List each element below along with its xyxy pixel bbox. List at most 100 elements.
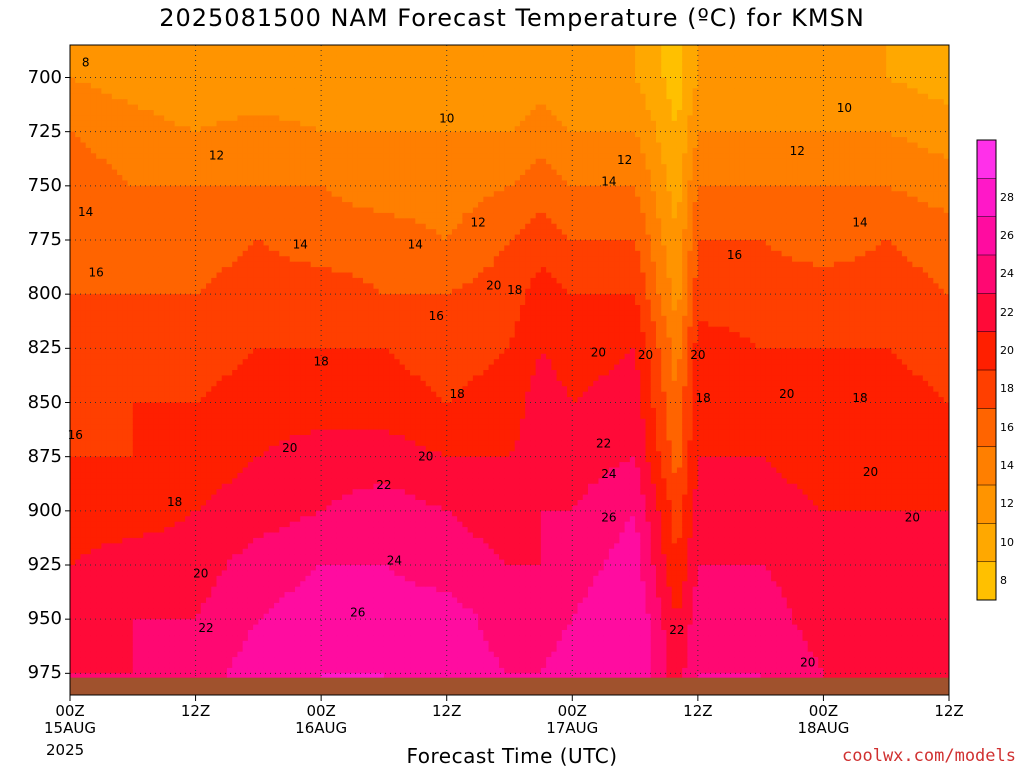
- heatmap-cell: [70, 446, 76, 452]
- heatmap-cell: [148, 110, 154, 116]
- heatmap-cell: [133, 310, 139, 316]
- heatmap-cell: [91, 332, 97, 338]
- heatmap-cell: [75, 321, 81, 327]
- heatmap-cell: [112, 419, 118, 425]
- heatmap-cell: [101, 646, 107, 652]
- heatmap-cell: [75, 197, 81, 203]
- heatmap-cell: [80, 197, 86, 203]
- heatmap-cell: [80, 321, 86, 327]
- heatmap-cell: [96, 516, 102, 522]
- heatmap-cell: [101, 148, 107, 154]
- heatmap-cell: [107, 538, 113, 544]
- heatmap-cell: [117, 462, 123, 468]
- heatmap-cell: [122, 300, 128, 306]
- heatmap-cell: [143, 126, 149, 132]
- heatmap-cell: [80, 300, 86, 306]
- heatmap-cell: [86, 186, 92, 192]
- heatmap-cell: [70, 175, 76, 181]
- heatmap-cell: [143, 256, 149, 262]
- heatmap-cell: [117, 457, 123, 463]
- heatmap-cell: [96, 170, 102, 176]
- heatmap-cell: [91, 468, 97, 474]
- heatmap-cell: [107, 208, 113, 214]
- heatmap-cell: [117, 67, 123, 73]
- heatmap-cell: [128, 430, 134, 436]
- heatmap-cell: [148, 45, 154, 51]
- heatmap-cell: [107, 56, 113, 62]
- heatmap-cell: [101, 343, 107, 349]
- heatmap-cell: [122, 543, 128, 549]
- heatmap-cell: [70, 94, 76, 100]
- heatmap-cell: [112, 440, 118, 446]
- heatmap-cell: [75, 175, 81, 181]
- heatmap-cell: [70, 598, 76, 604]
- heatmap-cell: [122, 202, 128, 208]
- heatmap-cell: [101, 256, 107, 262]
- heatmap-cell: [138, 554, 144, 560]
- heatmap-cell: [86, 587, 92, 593]
- heatmap-cell: [75, 495, 81, 501]
- heatmap-cell: [117, 278, 123, 284]
- heatmap-cell: [101, 419, 107, 425]
- heatmap-cell: [101, 132, 107, 138]
- heatmap-cell: [107, 581, 113, 587]
- heatmap-cell: [138, 608, 144, 614]
- heatmap-cell: [86, 359, 92, 365]
- heatmap-cell: [138, 83, 144, 89]
- heatmap-cell: [80, 262, 86, 268]
- heatmap-cell: [133, 457, 139, 463]
- heatmap-cell: [107, 457, 113, 463]
- heatmap-cell: [128, 408, 134, 414]
- heatmap-cell: [107, 446, 113, 452]
- heatmap-cell: [133, 245, 139, 251]
- heatmap-cell: [112, 164, 118, 170]
- heatmap-cell: [122, 462, 128, 468]
- heatmap-cell: [101, 625, 107, 631]
- heatmap-cell: [86, 338, 92, 344]
- heatmap-cell: [112, 435, 118, 441]
- heatmap-cell: [70, 321, 76, 327]
- heatmap-cell: [138, 218, 144, 224]
- heatmap-cell: [96, 105, 102, 111]
- heatmap-cell: [86, 245, 92, 251]
- heatmap-cell: [148, 148, 154, 154]
- heatmap-cell: [128, 50, 134, 56]
- heatmap-cell: [75, 500, 81, 506]
- heatmap-cell: [122, 625, 128, 631]
- heatmap-cell: [122, 56, 128, 62]
- heatmap-cell: [107, 370, 113, 376]
- heatmap-cell: [112, 321, 118, 327]
- heatmap-cell: [80, 94, 86, 100]
- heatmap-cell: [122, 527, 128, 533]
- heatmap-cell: [138, 354, 144, 360]
- heatmap-cell: [143, 321, 149, 327]
- heatmap-cell: [117, 115, 123, 121]
- heatmap-cell: [91, 570, 97, 576]
- heatmap-cell: [70, 283, 76, 289]
- heatmap-cell: [133, 435, 139, 441]
- heatmap-cell: [86, 457, 92, 463]
- heatmap-cell: [101, 289, 107, 295]
- heatmap-cell: [117, 229, 123, 235]
- heatmap-cell: [112, 348, 118, 354]
- heatmap-cell: [112, 522, 118, 528]
- heatmap-cell: [91, 67, 97, 73]
- heatmap-cell: [96, 365, 102, 371]
- heatmap-cell: [75, 527, 81, 533]
- heatmap-cell: [112, 392, 118, 398]
- heatmap-cell: [138, 240, 144, 246]
- heatmap-cell: [86, 365, 92, 371]
- heatmap-cell: [80, 603, 86, 609]
- heatmap-cell: [101, 495, 107, 501]
- heatmap-cell: [80, 381, 86, 387]
- heatmap-cell: [86, 148, 92, 154]
- heatmap-cell: [96, 440, 102, 446]
- heatmap-cell: [75, 446, 81, 452]
- heatmap-cell: [112, 549, 118, 555]
- heatmap-cell: [91, 386, 97, 392]
- heatmap-cell: [122, 663, 128, 669]
- heatmap-cell: [101, 581, 107, 587]
- heatmap-cell: [80, 78, 86, 84]
- heatmap-cell: [101, 505, 107, 511]
- heatmap-cell: [112, 403, 118, 409]
